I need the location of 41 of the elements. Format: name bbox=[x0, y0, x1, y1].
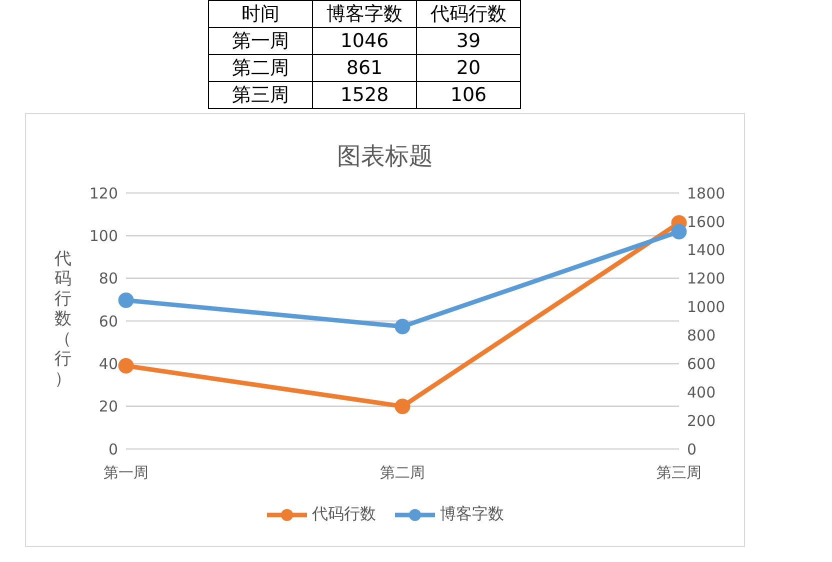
y2-tick-label: 1000 bbox=[687, 298, 726, 316]
x-tick-label: 第二周 bbox=[380, 464, 425, 482]
y2-tick-label: 1600 bbox=[687, 212, 726, 231]
y-tick-label: 80 bbox=[98, 270, 118, 288]
y-tick-label: 60 bbox=[98, 312, 118, 330]
y2-tick-label: 400 bbox=[687, 383, 716, 402]
text: 博客字数 bbox=[312, 0, 416, 28]
point bbox=[118, 292, 134, 308]
text: 时间 bbox=[208, 0, 312, 28]
y-tick-label: 0 bbox=[108, 440, 118, 458]
y2-tick-label: 800 bbox=[687, 326, 716, 345]
text: 第一周 bbox=[208, 28, 312, 54]
text: 第三周 bbox=[208, 82, 312, 108]
point bbox=[118, 358, 134, 374]
y-tick-label: 120 bbox=[89, 184, 118, 202]
y-axis-title: 代码行数（行） bbox=[54, 249, 72, 389]
point bbox=[394, 318, 410, 334]
y-tick-label: 20 bbox=[98, 398, 118, 416]
legend-label: 博客字数 bbox=[440, 504, 504, 525]
chart-title: 图表标题 bbox=[336, 141, 434, 172]
point bbox=[671, 224, 687, 240]
y-tick-label: 40 bbox=[98, 354, 118, 373]
text: 代码行数 bbox=[416, 0, 520, 28]
y2-tick-label: 200 bbox=[687, 412, 716, 430]
y-tick-label: 100 bbox=[89, 226, 118, 245]
y2-tick-label: 600 bbox=[687, 354, 716, 373]
x-tick-label: 第三周 bbox=[656, 464, 702, 482]
y2-tick-label: 0 bbox=[687, 440, 697, 458]
text: 861 bbox=[312, 54, 416, 82]
x-tick-label: 第一周 bbox=[104, 464, 148, 482]
text: 1528 bbox=[312, 82, 416, 108]
text: 39 bbox=[416, 28, 520, 54]
legend-label: 代码行数 bbox=[312, 504, 376, 525]
point bbox=[394, 398, 410, 414]
y2-tick-label: 1400 bbox=[687, 241, 726, 260]
text: 106 bbox=[416, 82, 520, 108]
text: 20 bbox=[416, 54, 520, 82]
y2-tick-label: 1200 bbox=[687, 270, 726, 288]
text: 第二周 bbox=[208, 54, 312, 82]
text: 1046 bbox=[312, 28, 416, 54]
y2-tick-label: 1800 bbox=[687, 184, 726, 202]
